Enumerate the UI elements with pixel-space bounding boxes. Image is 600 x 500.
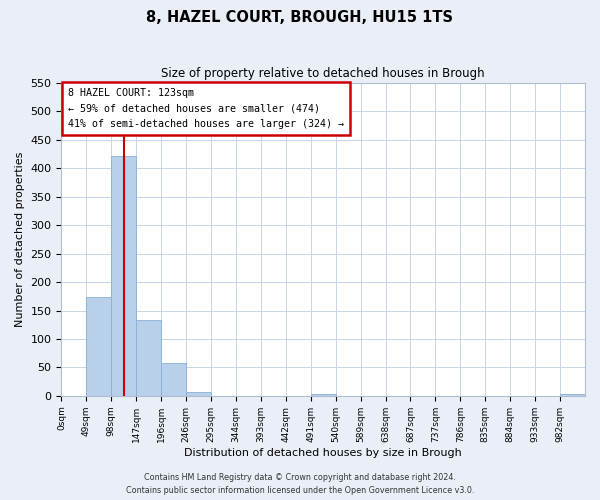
Title: Size of property relative to detached houses in Brough: Size of property relative to detached ho… — [161, 68, 485, 80]
Text: Contains HM Land Registry data © Crown copyright and database right 2024.
Contai: Contains HM Land Registry data © Crown c… — [126, 474, 474, 495]
X-axis label: Distribution of detached houses by size in Brough: Distribution of detached houses by size … — [184, 448, 462, 458]
Text: 8, HAZEL COURT, BROUGH, HU15 1TS: 8, HAZEL COURT, BROUGH, HU15 1TS — [146, 10, 454, 25]
Bar — [186, 392, 211, 396]
Bar — [111, 156, 136, 396]
Text: 8 HAZEL COURT: 123sqm
← 59% of detached houses are smaller (474)
41% of semi-det: 8 HAZEL COURT: 123sqm ← 59% of detached … — [68, 88, 344, 129]
Y-axis label: Number of detached properties: Number of detached properties — [15, 152, 25, 327]
Bar — [161, 364, 186, 396]
Bar — [560, 394, 585, 396]
Bar — [311, 394, 335, 396]
Bar — [86, 297, 111, 396]
Bar — [136, 320, 161, 396]
